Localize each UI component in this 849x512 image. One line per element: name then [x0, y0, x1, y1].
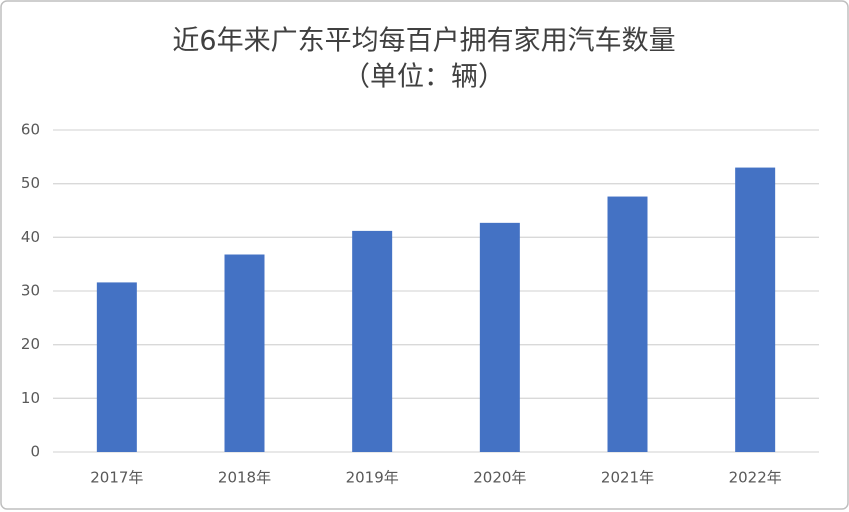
y-tick-label: 30	[21, 282, 40, 300]
x-tick-label: 2020年	[473, 469, 526, 487]
bar	[96, 282, 137, 452]
x-tick-label: 2021年	[601, 469, 654, 487]
bar	[735, 167, 776, 453]
y-tick-label: 40	[21, 228, 40, 246]
y-tick-label: 60	[21, 121, 40, 139]
chart-title: 近6年来广东平均每百户拥有家用汽车数量	[172, 26, 675, 57]
x-tick-label: 2019年	[346, 469, 399, 487]
x-tick-label: 2022年	[729, 469, 782, 487]
bar	[224, 254, 265, 452]
y-tick-label: 50	[21, 174, 40, 192]
bar	[607, 196, 648, 452]
chart-subtitle: （单位：辆）	[343, 62, 505, 93]
bar	[352, 230, 393, 452]
bar	[479, 222, 520, 452]
y-tick-label: 20	[21, 335, 40, 353]
y-tick-label: 10	[21, 389, 40, 407]
x-tick-label: 2018年	[218, 469, 271, 487]
y-tick-label: 0	[30, 443, 40, 461]
x-tick-label: 2017年	[90, 469, 143, 487]
